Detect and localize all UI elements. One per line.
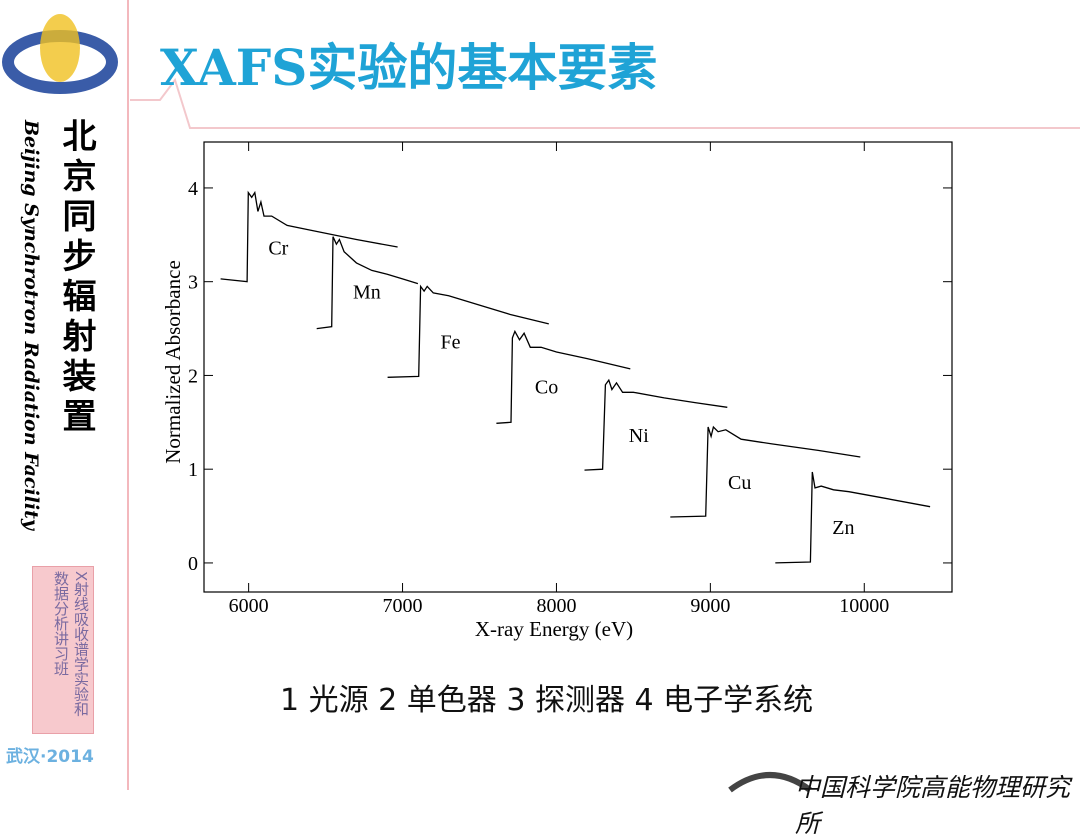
y-tick-label: 0	[188, 553, 198, 575]
y-tick-label: 4	[188, 178, 198, 200]
series-label: Cr	[268, 238, 288, 260]
spectrum	[670, 425, 861, 518]
spectrum	[775, 471, 931, 564]
y-tick-label: 3	[188, 272, 198, 294]
series-label: Mn	[353, 282, 381, 304]
spectrum	[316, 236, 419, 330]
sidebar-name-en: Beijing Synchrotron Radiation Facility	[20, 120, 42, 530]
x-tick-label: 8000	[536, 595, 576, 617]
x-tick-label: 7000	[383, 595, 423, 617]
series-label: Cu	[728, 472, 751, 494]
x-axis-label: X-ray Energy (eV)	[475, 617, 633, 641]
title: XAFS实验的基本要素	[160, 38, 658, 97]
x-tick-label: 10000	[839, 595, 889, 617]
x-tick-label: 6000	[229, 595, 269, 617]
spectrum	[387, 284, 549, 378]
series-label: Fe	[441, 331, 461, 353]
caption: 1 光源 2 单色器 3 探测器 4 电子学系统	[280, 683, 814, 718]
decoration	[0, 0, 1080, 793]
event: 武汉·2014	[6, 747, 94, 767]
chart: X-ray Energy (eV) Normalized Absorbance …	[161, 141, 953, 641]
workshop: X射线吸收谱学实验和数据分析讲习班	[32, 566, 94, 734]
x-tick-label: 9000	[690, 595, 730, 617]
footer-logo	[728, 772, 812, 793]
spectrum	[496, 329, 631, 424]
spectrum	[220, 190, 398, 283]
series-label: Ni	[629, 425, 649, 447]
y-tick-label: 2	[188, 365, 198, 387]
sidebar-name-cn: 北京同步辐射装置	[56, 118, 96, 438]
series-label: Co	[535, 376, 558, 398]
series-label: Zn	[832, 517, 854, 539]
y-tick-label: 1	[188, 459, 198, 481]
spectrum	[584, 378, 728, 471]
plot-frame	[203, 141, 953, 593]
y-axis-label: Normalized Absorbance	[161, 260, 185, 464]
